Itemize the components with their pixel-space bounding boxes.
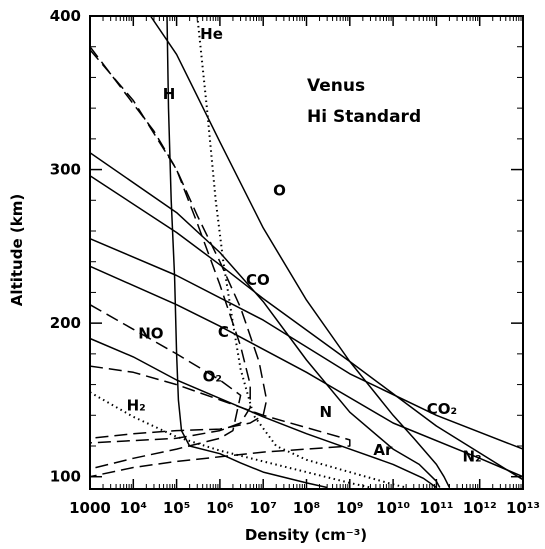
series-line-8 xyxy=(90,391,371,489)
curve-label: He xyxy=(200,25,223,43)
y-tick-label: 100 xyxy=(50,468,81,486)
series-line-12 xyxy=(90,365,351,478)
x-tick-label: 1000 xyxy=(69,499,111,517)
series-line-2 xyxy=(90,265,523,478)
curve-label: N xyxy=(320,403,333,421)
series-line-1 xyxy=(90,175,523,481)
curve-label: NO xyxy=(138,325,163,343)
x-tick-label: 10⁴ xyxy=(120,499,147,517)
x-tick-label: 10⁵ xyxy=(163,499,190,517)
y-tick-label: 200 xyxy=(50,314,81,332)
x-tick-label: 10¹⁰ xyxy=(376,499,410,517)
annotation-line-2: Hi Standard xyxy=(307,107,421,127)
plot-curves xyxy=(90,16,523,489)
curve-label: O xyxy=(273,182,286,200)
series-line-6 xyxy=(166,16,328,489)
y-tick-label: 400 xyxy=(50,7,81,25)
x-tick-label: 10⁷ xyxy=(249,499,276,517)
y-tick-label: 300 xyxy=(50,161,81,179)
series-line-5 xyxy=(90,337,437,489)
x-tick-label: 10⁶ xyxy=(206,499,233,517)
x-axis-title: Density (cm⁻³) xyxy=(245,526,367,544)
curve-label: CO xyxy=(246,271,270,289)
x-tick-label: 10⁹ xyxy=(336,499,363,517)
curve-label: H xyxy=(163,85,176,103)
series-line-3 xyxy=(149,16,451,488)
curve-label: CO₂ xyxy=(427,400,457,418)
curve-label: H₂ xyxy=(127,397,146,415)
curve-label: C xyxy=(218,323,229,341)
series-line-7 xyxy=(196,16,407,489)
curve-label: N₂ xyxy=(462,447,481,465)
curve-label: Ar xyxy=(373,441,393,459)
series-line-0 xyxy=(90,238,523,450)
x-tick-label: 10¹³ xyxy=(506,499,540,517)
x-axis-ticks: 1000 10⁴ 10⁵ 10⁶ 10⁷ 10⁸ 10⁹ 10¹⁰ 10¹¹ 10¹² 10¹³ xyxy=(69,16,540,517)
series-line-11 xyxy=(90,304,242,470)
series-line-4 xyxy=(90,152,441,488)
annotation-line-1: Venus xyxy=(307,76,365,96)
x-tick-label: 10¹² xyxy=(463,499,497,517)
curve-label: O₂ xyxy=(203,368,222,386)
x-tick-label: 10¹¹ xyxy=(419,499,453,517)
x-tick-label: 10⁸ xyxy=(293,499,320,517)
curve-labels: He H O CO C NO O₂ H₂ N Ar CO₂ N₂ xyxy=(127,25,482,465)
y-axis-title: Altitude (km) xyxy=(8,194,26,306)
y-axis-ticks: 100 200 300 400 xyxy=(50,7,523,486)
series-line-10 xyxy=(90,49,268,440)
